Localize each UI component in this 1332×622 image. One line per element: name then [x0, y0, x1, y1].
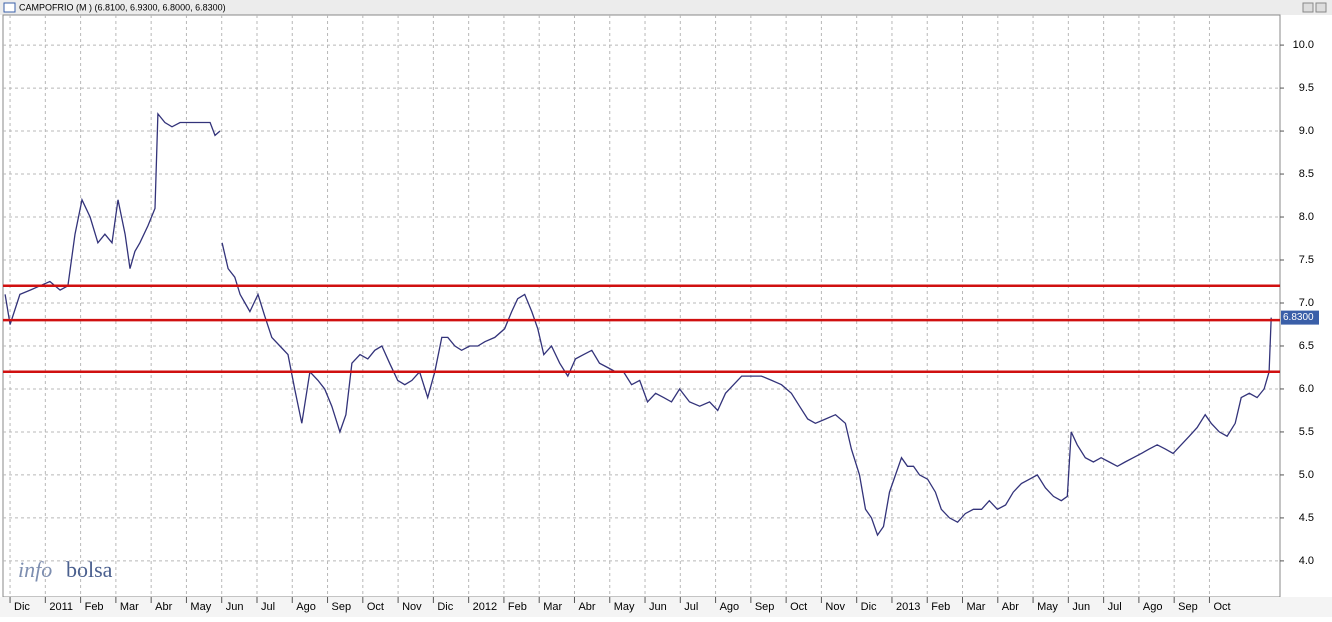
- x-tick-label: Ago: [1143, 601, 1163, 613]
- y-tick-label: 6.5: [1299, 340, 1314, 352]
- y-tick-label: 5.0: [1299, 469, 1314, 481]
- x-tick-label: May: [1037, 601, 1058, 613]
- x-tick-label: Mar: [120, 601, 139, 613]
- x-tick-label: Oct: [790, 601, 807, 613]
- y-tick-label: 7.5: [1299, 254, 1314, 266]
- x-tick-label: Jul: [1108, 601, 1122, 613]
- y-tick-label: 5.5: [1299, 426, 1314, 438]
- x-tick-label: 2011: [49, 601, 73, 613]
- x-tick-label: Mar: [543, 601, 562, 613]
- x-tick-label: Sep: [1178, 601, 1198, 613]
- x-tick-label: Jul: [261, 601, 275, 613]
- y-tick-label: 4.0: [1299, 555, 1314, 567]
- x-tick-label: Jun: [1072, 601, 1090, 613]
- window-icon: [3, 2, 16, 13]
- x-tick-label: Sep: [332, 601, 352, 613]
- maximize-button[interactable]: [1315, 2, 1327, 13]
- x-tick-label: Dic: [861, 601, 877, 613]
- x-tick-label: Jun: [649, 601, 667, 613]
- x-tick-label: May: [614, 601, 635, 613]
- x-tick-label: Feb: [85, 601, 104, 613]
- x-tick-label: Abr: [578, 601, 595, 613]
- minimize-button[interactable]: [1302, 2, 1314, 13]
- x-axis-bar: [0, 597, 1332, 617]
- y-tick-label: 9.0: [1299, 125, 1314, 137]
- y-tick-label: 8.0: [1299, 211, 1314, 223]
- x-tick-label: Oct: [367, 601, 384, 613]
- x-tick-label: Abr: [155, 601, 172, 613]
- y-tick-label: 6.0: [1299, 383, 1314, 395]
- x-tick-label: 2013: [896, 601, 920, 613]
- x-tick-label: 2012: [473, 601, 497, 613]
- chart-title: CAMPOFRIO (M ) (6.8100, 6.9300, 6.8000, …: [19, 2, 226, 12]
- y-tick-label: 4.5: [1299, 512, 1314, 524]
- x-tick-label: May: [190, 601, 211, 613]
- price-line: [4, 112, 1272, 537]
- x-tick-label: Mar: [967, 601, 986, 613]
- x-tick-label: Ago: [720, 601, 740, 613]
- last-price-box: [1281, 310, 1319, 325]
- x-tick-label: Jul: [684, 601, 698, 613]
- x-tick-label: Feb: [931, 601, 950, 613]
- y-tick-label: 9.5: [1299, 82, 1314, 94]
- x-tick-label: Abr: [1002, 601, 1019, 613]
- last-price-label: 6.8300: [1283, 312, 1314, 323]
- y-tick-label: 10.0: [1293, 39, 1314, 51]
- x-tick-label: Nov: [402, 601, 422, 613]
- x-tick-label: Nov: [825, 601, 845, 613]
- x-tick-label: Oct: [1213, 601, 1230, 613]
- x-tick-label: Jun: [226, 601, 244, 613]
- x-tick-label: Dic: [437, 601, 453, 613]
- x-tick-label: Sep: [755, 601, 775, 613]
- x-tick-label: Dic: [14, 601, 30, 613]
- title-bar: [0, 0, 1332, 15]
- y-tick-label: 8.5: [1299, 168, 1314, 180]
- y-tick-label: 7.0: [1299, 297, 1314, 309]
- x-tick-label: Feb: [508, 601, 527, 613]
- x-tick-label: Ago: [296, 601, 316, 613]
